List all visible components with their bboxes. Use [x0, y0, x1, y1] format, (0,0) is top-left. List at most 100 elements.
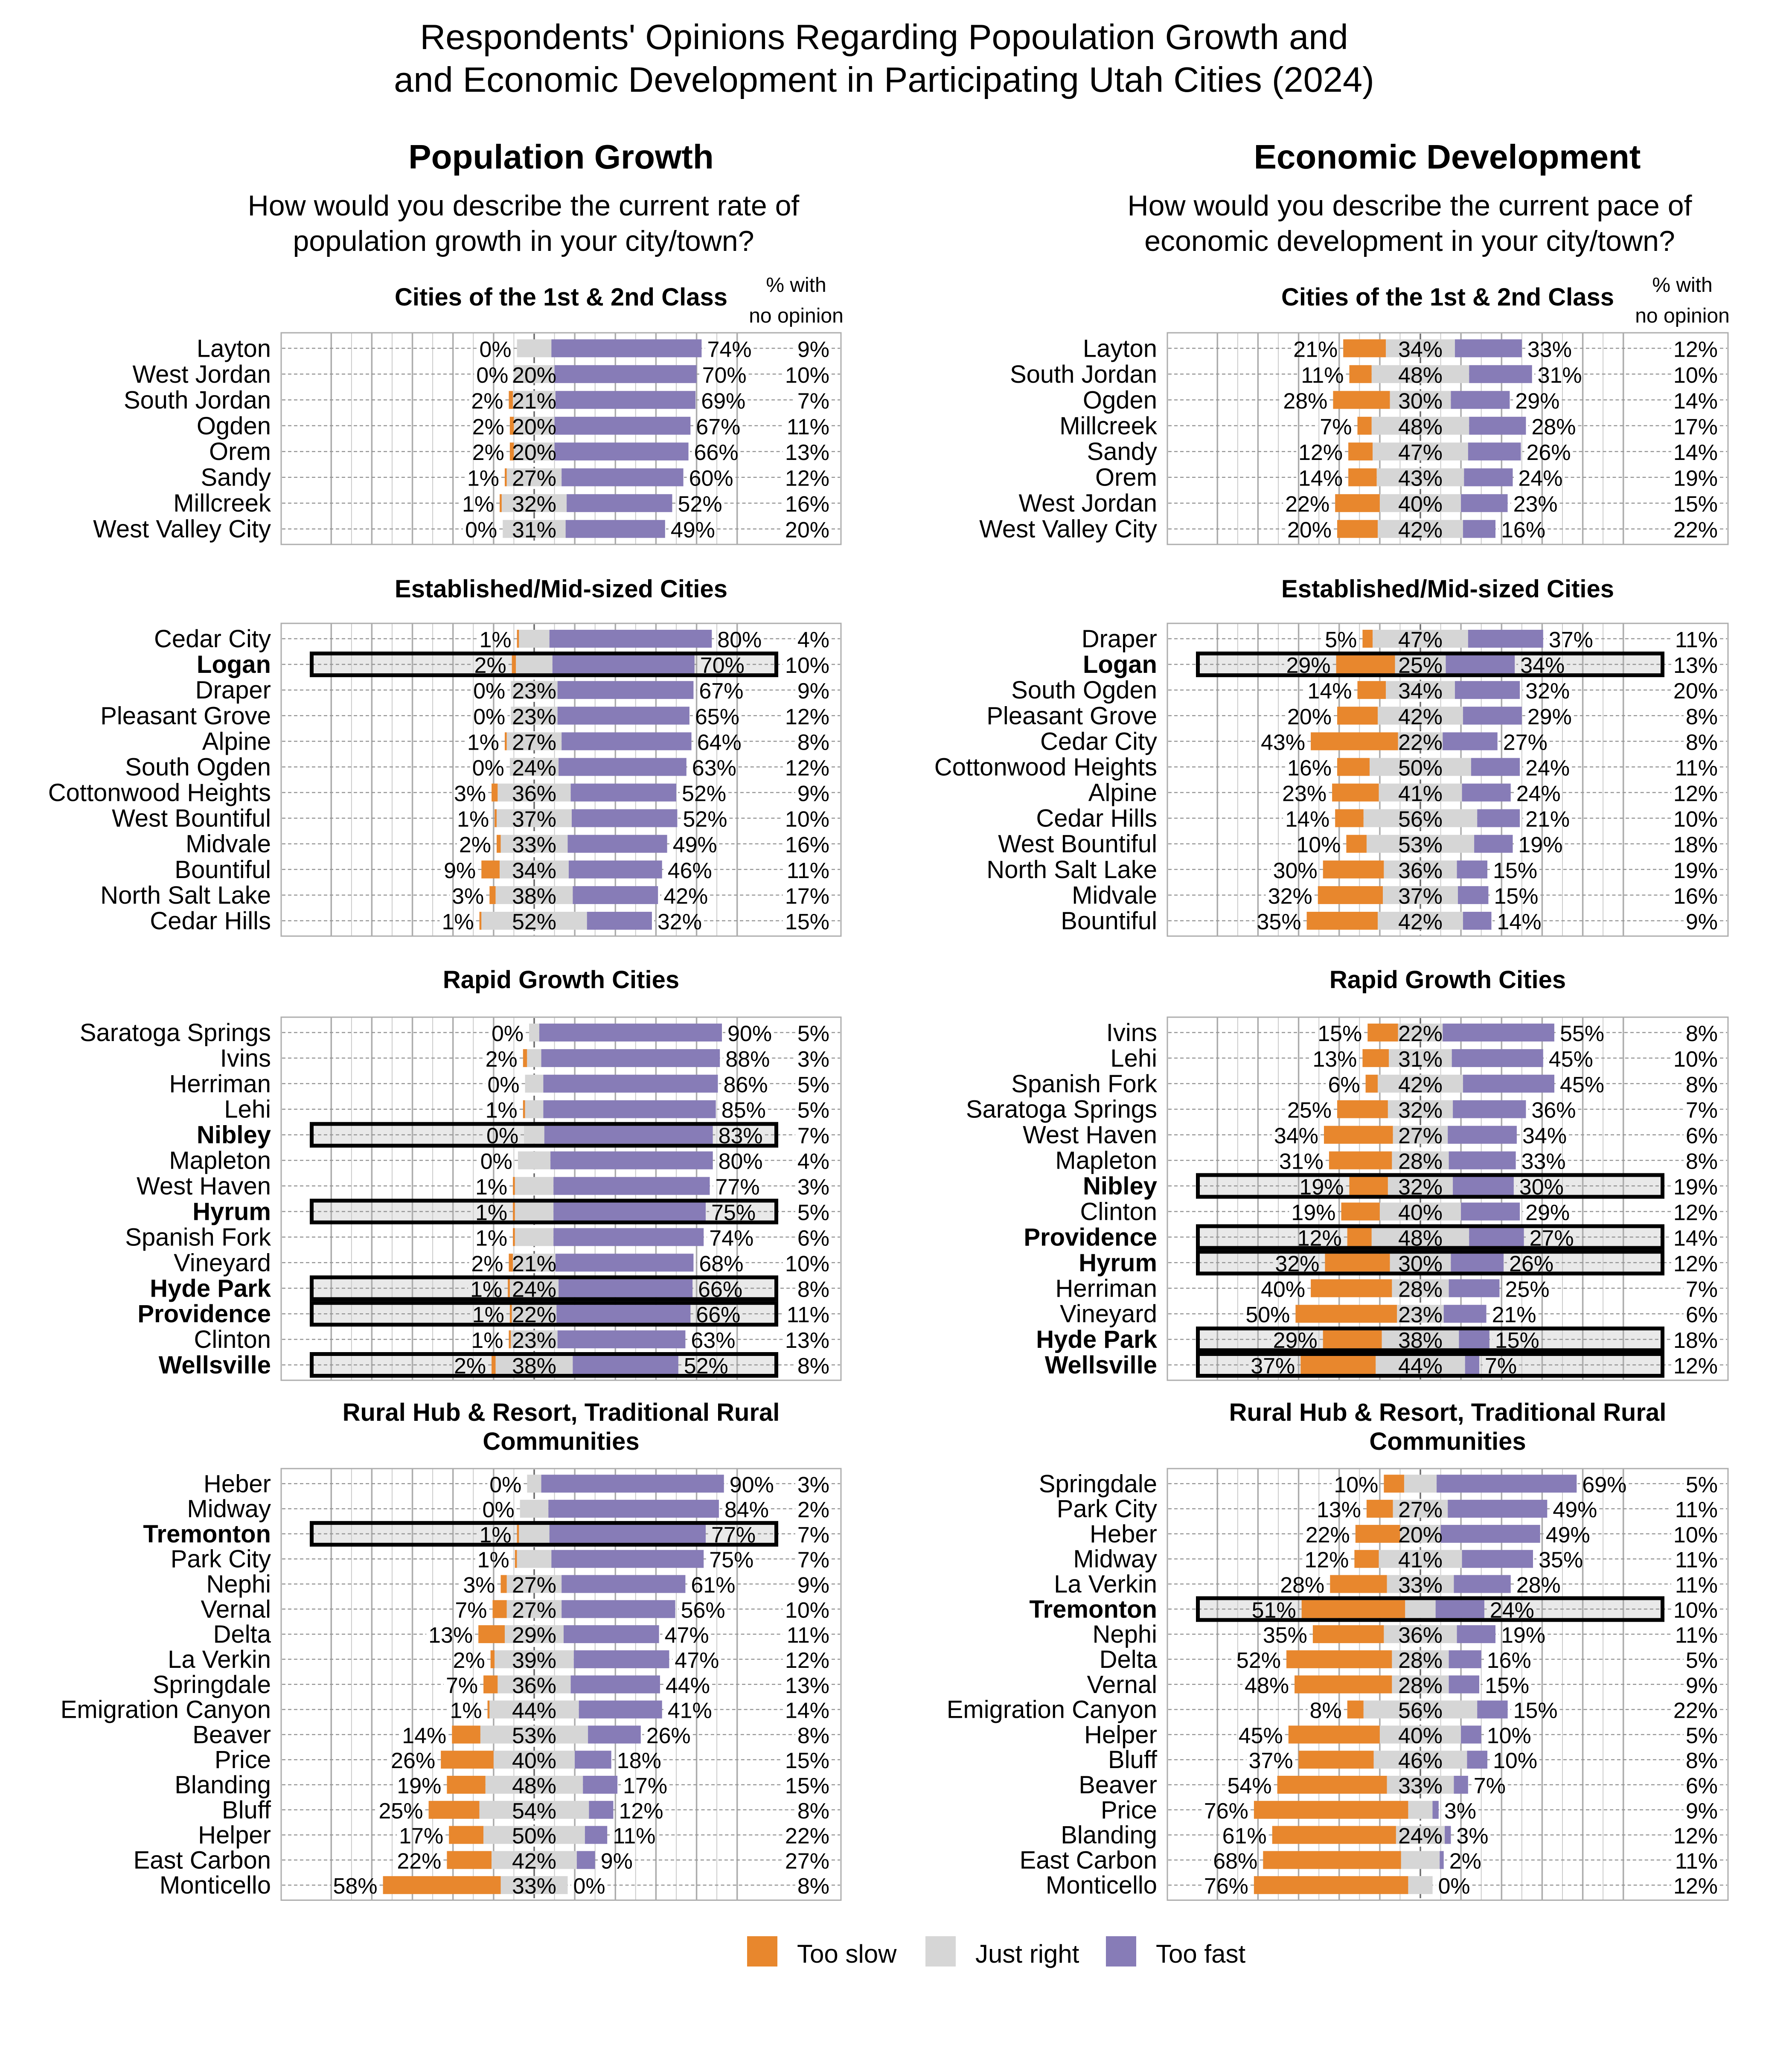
svg-text:48%: 48%: [1398, 1226, 1443, 1251]
svg-text:11%: 11%: [1301, 363, 1344, 388]
svg-text:49%: 49%: [671, 518, 715, 543]
svg-text:9%: 9%: [1686, 1673, 1718, 1698]
svg-text:36%: 36%: [512, 782, 556, 806]
svg-text:Sandy: Sandy: [201, 464, 271, 492]
svg-text:60%: 60%: [689, 466, 733, 491]
svg-text:10%: 10%: [785, 807, 829, 832]
svg-text:46%: 46%: [1398, 1748, 1443, 1773]
svg-text:10%: 10%: [785, 653, 829, 678]
svg-text:Cities of the 1st & 2nd Class: Cities of the 1st & 2nd Class: [1281, 283, 1614, 311]
svg-text:Vineyard: Vineyard: [1060, 1300, 1157, 1328]
svg-text:0%: 0%: [476, 363, 508, 388]
svg-text:7%: 7%: [797, 1124, 829, 1149]
svg-text:Communities: Communities: [483, 1428, 639, 1455]
svg-text:49%: 49%: [1546, 1523, 1590, 1548]
svg-text:63%: 63%: [691, 1328, 735, 1353]
svg-text:population growth in your city: population growth in your city/town?: [293, 225, 754, 257]
svg-text:2%: 2%: [486, 1047, 518, 1072]
svg-text:Alpine: Alpine: [202, 727, 271, 755]
svg-text:Nephi: Nephi: [206, 1571, 271, 1598]
svg-text:8%: 8%: [1686, 704, 1718, 729]
svg-text:9%: 9%: [444, 858, 476, 883]
svg-text:0%: 0%: [1438, 1874, 1470, 1899]
svg-text:West Valley City: West Valley City: [93, 515, 271, 543]
svg-text:70%: 70%: [700, 653, 745, 678]
svg-text:52%: 52%: [512, 910, 556, 934]
svg-text:10%: 10%: [1673, 1523, 1718, 1548]
svg-text:28%: 28%: [1398, 1673, 1443, 1698]
svg-text:10%: 10%: [1673, 1598, 1718, 1623]
svg-text:19%: 19%: [1673, 858, 1718, 883]
svg-text:18%: 18%: [1673, 1328, 1718, 1353]
svg-text:Providence: Providence: [137, 1300, 271, 1328]
svg-text:23%: 23%: [512, 1328, 556, 1353]
svg-text:86%: 86%: [724, 1073, 768, 1097]
svg-text:Spanish Fork: Spanish Fork: [125, 1223, 271, 1251]
svg-text:28%: 28%: [1398, 1648, 1443, 1673]
svg-text:Rural Hub & Resort, Traditiona: Rural Hub & Resort, Traditional Rural: [1229, 1399, 1667, 1426]
svg-text:2%: 2%: [797, 1498, 829, 1522]
svg-text:15%: 15%: [1318, 1021, 1362, 1046]
svg-text:8%: 8%: [797, 1354, 829, 1379]
svg-text:29%: 29%: [1515, 389, 1559, 413]
svg-text:Hyrum: Hyrum: [1079, 1249, 1157, 1277]
svg-text:11%: 11%: [787, 415, 829, 439]
svg-text:69%: 69%: [1582, 1472, 1626, 1497]
svg-text:Pleasant Grove: Pleasant Grove: [986, 702, 1157, 730]
svg-text:48%: 48%: [1245, 1673, 1289, 1698]
svg-text:47%: 47%: [1398, 440, 1443, 465]
svg-text:33%: 33%: [1398, 1573, 1443, 1598]
svg-text:8%: 8%: [1686, 1748, 1718, 1773]
svg-text:7%: 7%: [455, 1598, 487, 1623]
svg-text:10%: 10%: [1673, 807, 1718, 832]
svg-text:Price: Price: [1101, 1796, 1157, 1824]
svg-text:Lehi: Lehi: [1110, 1044, 1157, 1072]
svg-text:5%: 5%: [797, 1073, 829, 1097]
svg-text:7%: 7%: [797, 1548, 829, 1573]
svg-text:25%: 25%: [379, 1799, 423, 1824]
svg-text:29%: 29%: [1273, 1328, 1318, 1353]
svg-text:13%: 13%: [785, 440, 829, 465]
svg-text:8%: 8%: [1686, 1149, 1718, 1174]
svg-text:46%: 46%: [668, 858, 712, 883]
svg-text:Helper: Helper: [198, 1821, 271, 1849]
svg-text:31%: 31%: [512, 518, 556, 543]
svg-text:42%: 42%: [1398, 518, 1443, 543]
svg-text:0%: 0%: [473, 679, 505, 704]
svg-text:no opinion: no opinion: [1635, 305, 1730, 327]
svg-text:Midvale: Midvale: [186, 830, 271, 858]
svg-text:Ivins: Ivins: [1106, 1019, 1157, 1047]
svg-text:29%: 29%: [512, 1623, 556, 1648]
svg-text:Logan: Logan: [1083, 651, 1157, 678]
svg-text:Too slow: Too slow: [797, 1940, 897, 1968]
svg-text:29%: 29%: [1527, 704, 1572, 729]
svg-text:75%: 75%: [709, 1548, 753, 1573]
svg-text:East Carbon: East Carbon: [1020, 1846, 1157, 1874]
svg-text:56%: 56%: [681, 1598, 725, 1623]
svg-text:32%: 32%: [1268, 884, 1312, 909]
svg-text:14%: 14%: [402, 1723, 446, 1748]
svg-text:69%: 69%: [701, 389, 745, 413]
svg-text:12%: 12%: [1673, 1874, 1718, 1899]
svg-text:77%: 77%: [711, 1523, 756, 1548]
svg-text:32%: 32%: [1398, 1175, 1443, 1200]
svg-text:10%: 10%: [1673, 1047, 1718, 1072]
svg-text:3%: 3%: [797, 1175, 829, 1200]
svg-text:7%: 7%: [446, 1673, 478, 1698]
svg-text:23%: 23%: [1513, 492, 1558, 517]
svg-text:27%: 27%: [1503, 730, 1548, 755]
svg-text:66%: 66%: [696, 1303, 740, 1327]
svg-text:9%: 9%: [1686, 1799, 1718, 1824]
svg-text:27%: 27%: [512, 730, 556, 755]
svg-text:21%: 21%: [512, 1251, 556, 1276]
svg-text:32%: 32%: [1525, 679, 1570, 704]
svg-text:Rapid Growth Cities: Rapid Growth Cities: [1329, 966, 1566, 994]
svg-text:31%: 31%: [1398, 1047, 1443, 1072]
svg-text:23%: 23%: [1398, 1303, 1443, 1327]
svg-text:20%: 20%: [512, 415, 556, 439]
svg-text:Herriman: Herriman: [169, 1070, 271, 1098]
svg-text:Mapleton: Mapleton: [169, 1147, 271, 1175]
svg-text:34%: 34%: [1522, 1124, 1567, 1149]
svg-text:15%: 15%: [785, 1774, 829, 1798]
svg-text:12%: 12%: [1304, 1548, 1349, 1573]
